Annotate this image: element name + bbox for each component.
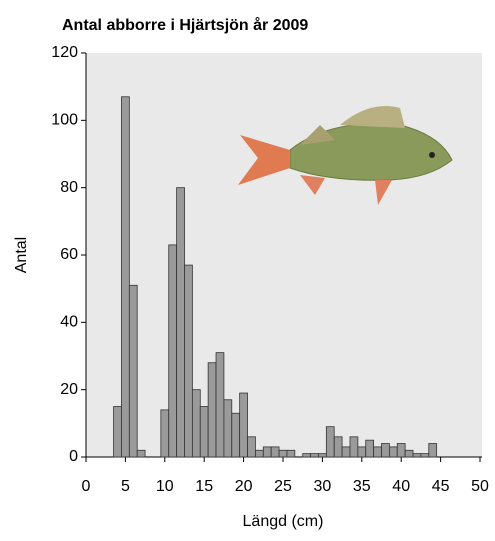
bar — [215, 352, 225, 458]
x-tick-label: 10 — [156, 478, 174, 495]
bar — [184, 264, 193, 458]
bar — [223, 399, 233, 458]
bar — [412, 453, 422, 458]
y-tick-label: 120 — [51, 44, 78, 61]
x-axis-label: Längd (cm) — [243, 513, 324, 530]
fish-illustration — [238, 106, 453, 205]
y-tick-label: 40 — [60, 314, 78, 331]
y-tick-label: 60 — [60, 246, 78, 263]
bar — [318, 453, 327, 458]
bar — [404, 449, 414, 458]
bar — [191, 389, 201, 458]
plot-background — [86, 53, 482, 457]
bar — [176, 187, 185, 458]
bar — [310, 453, 319, 458]
bar — [136, 449, 146, 458]
y-tick-label: 20 — [60, 381, 78, 398]
bar — [199, 406, 209, 458]
bar — [278, 449, 288, 458]
bar — [239, 392, 248, 458]
bar — [341, 446, 351, 458]
bar — [160, 409, 170, 458]
bar — [121, 96, 130, 458]
y-tick-label: 100 — [51, 112, 78, 129]
x-tick-label: 5 — [121, 478, 130, 495]
bar — [388, 446, 398, 458]
bar — [207, 362, 217, 458]
x-tick-label: 35 — [353, 478, 371, 495]
x-tick-label: 45 — [432, 478, 450, 495]
bar — [255, 449, 264, 458]
y-tick-label: 80 — [60, 179, 78, 196]
x-tick-label: 25 — [274, 478, 292, 495]
y-axis-label: Antal — [13, 237, 30, 273]
x-tick-label: 0 — [82, 478, 91, 495]
x-tick-label: 20 — [235, 478, 253, 495]
x-tick-label: 15 — [195, 478, 213, 495]
bar — [373, 446, 382, 458]
bar — [231, 412, 241, 458]
bar — [128, 284, 138, 458]
bar — [357, 446, 367, 458]
bar — [113, 406, 122, 458]
bar — [262, 446, 272, 458]
bar — [381, 443, 390, 458]
bar — [286, 449, 296, 458]
bar — [365, 439, 375, 458]
bar — [168, 244, 178, 458]
bar — [396, 443, 406, 458]
x-tick-label: 50 — [471, 478, 489, 495]
chart-title: Antal abborre i Hjärtsjön år 2009 — [62, 16, 308, 34]
bar — [325, 426, 335, 458]
bar — [270, 446, 280, 458]
bar — [428, 443, 438, 458]
bar — [247, 436, 256, 458]
bar — [302, 453, 311, 458]
bar — [420, 453, 430, 458]
x-tick-label: 40 — [392, 478, 410, 495]
bar — [333, 436, 343, 458]
y-tick-label: 0 — [69, 448, 78, 465]
bar — [349, 436, 359, 458]
x-tick-label: 30 — [314, 478, 332, 495]
